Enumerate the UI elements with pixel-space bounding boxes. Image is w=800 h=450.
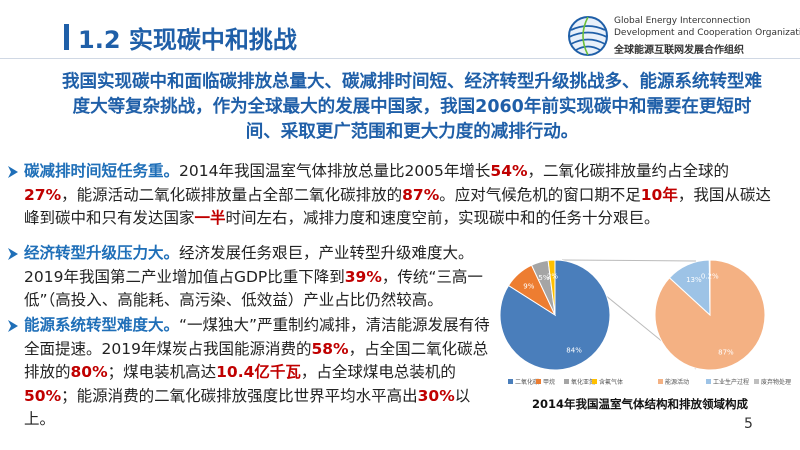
pie-slice [547, 259, 556, 316]
legend-swatch [536, 379, 541, 384]
highlight: 87% [402, 185, 440, 204]
chart: 84% 9% 5%2% 二氧化碳 甲烷 氧化亚氮 含氟气体 87% 13% 0.2% 能源活动 工业生… [500, 259, 791, 411]
slice-label: 2% [547, 272, 558, 280]
highlight: 50% [24, 386, 62, 405]
bullet-text: ；能源消费的二氧化碳排放强度比世界平均水平高出 [61, 386, 418, 405]
highlight: 10.4亿千瓦 [216, 363, 301, 381]
highlight: 54% [490, 162, 528, 180]
slide-title: 1.2 实现碳中和挑战 [78, 26, 297, 54]
legend-label: 含氟气体 [599, 378, 623, 386]
slice-label: 0.2% [701, 272, 719, 280]
title-bar [64, 24, 69, 50]
connector [561, 259, 697, 262]
page-number: 5 [744, 416, 753, 432]
legend-label: 能源活动 [665, 378, 689, 386]
highlight: 一半 [194, 209, 226, 227]
legend-label: 二氧化碳 [515, 378, 539, 386]
legend-label: 工业生产过程 [713, 378, 749, 386]
legend-swatch [592, 379, 597, 384]
highlight: 58% [311, 339, 349, 358]
org-name-en: Development and Cooperation Organization [614, 28, 800, 38]
header-rule [0, 58, 800, 59]
bullet: 经济转型升级压力大。经济发展任务艰巨，产业转型升级难度大。2019年我国第二产业… [8, 242, 494, 313]
slice-label: 9% [523, 282, 534, 290]
legend-label: 甲烷 [543, 378, 555, 386]
slice-label: 87% [718, 348, 734, 356]
bullet-text: 以上。 [24, 386, 471, 429]
bullet-text: ，二氧化碳排放量约占全球的 [527, 162, 730, 180]
highlight: 10年 [640, 185, 678, 204]
chart-caption: 2014年我国温室气体结构和排放领域构成 [532, 397, 749, 411]
bullet-text: ，传统“三高一低”（高投入、高能耗、高污染、低效益）产业占比仍然较高。 [24, 267, 483, 310]
bullet-marker [8, 166, 18, 178]
bullet-marker [8, 248, 18, 260]
bullet-text: ，占全国二氧化碳总排放的 [24, 339, 489, 382]
bullet-marker [8, 320, 18, 332]
highlight: 39% [344, 267, 382, 286]
bullet-heading: 碳减排时间短任务重。 [24, 162, 180, 180]
bullet-heading: 能源系统转型难度大。 [24, 316, 180, 334]
bullet-text: ；煤电装机高达 [107, 363, 217, 381]
legend-swatch [754, 379, 759, 384]
bullet: 碳减排时间短任务重。2014年我国温室气体排放总量比2005年增长54%，二氧化… [8, 160, 780, 231]
highlight: 30% [417, 386, 455, 405]
bullet-text: ，能源活动二氧化碳排放量占全部二氧化碳排放的 [61, 185, 403, 204]
bullet-text: 时间左右，减排力度和速度空前，实现碳中和的任务十分艰巨。 [225, 209, 660, 227]
highlight: 27% [24, 185, 62, 204]
slice-label: 13% [686, 276, 702, 284]
org-name-en: Global Energy Interconnection [614, 16, 751, 26]
bullet: 能源系统转型难度大。“一煤独大”严重制约减排，清洁能源发展有待全面提速。2019… [8, 314, 494, 432]
bullet-heading: 经济转型升级压力大。 [24, 244, 180, 262]
legend-label: 氧化亚氮 [571, 378, 595, 386]
org-name-cn: 全球能源互联网发展合作组织 [614, 45, 744, 56]
legend-swatch [564, 379, 569, 384]
legend-swatch [706, 379, 711, 384]
legend-swatch [508, 379, 513, 384]
bullet-text: “一煤独大”严重制约减排，清洁能源发展有待全面提速。2019年煤炭占我国能源消费… [24, 316, 490, 358]
slice-label: 5% [538, 274, 549, 282]
bullet-text: ，占全球煤电总装机的 [300, 363, 456, 381]
highlight: 80% [70, 363, 108, 381]
slice-label: 84% [566, 347, 582, 355]
logo-globe [568, 16, 608, 56]
bullet-text: 。应对气候危机的窗口期不足 [439, 185, 641, 204]
intro: 我国实现碳中和面临碳排放总量大、碳减排时间短、经济转型升级挑战多、能源系统转型难… [62, 72, 762, 142]
legend-label: 废弃物处理 [761, 378, 791, 386]
legend-swatch [658, 379, 663, 384]
bullet-text: 经济发展任务艰巨，产业转型升级难度大。2019年我国第二产业增加值占GDP比重下… [24, 244, 474, 286]
bullet-text: 2014年我国温室气体排放总量比2005年增长 [179, 162, 491, 180]
bullet-text: ，我国从碳达峰到碳中和只有发达国家 [24, 185, 771, 228]
pie-slice [708, 259, 711, 316]
